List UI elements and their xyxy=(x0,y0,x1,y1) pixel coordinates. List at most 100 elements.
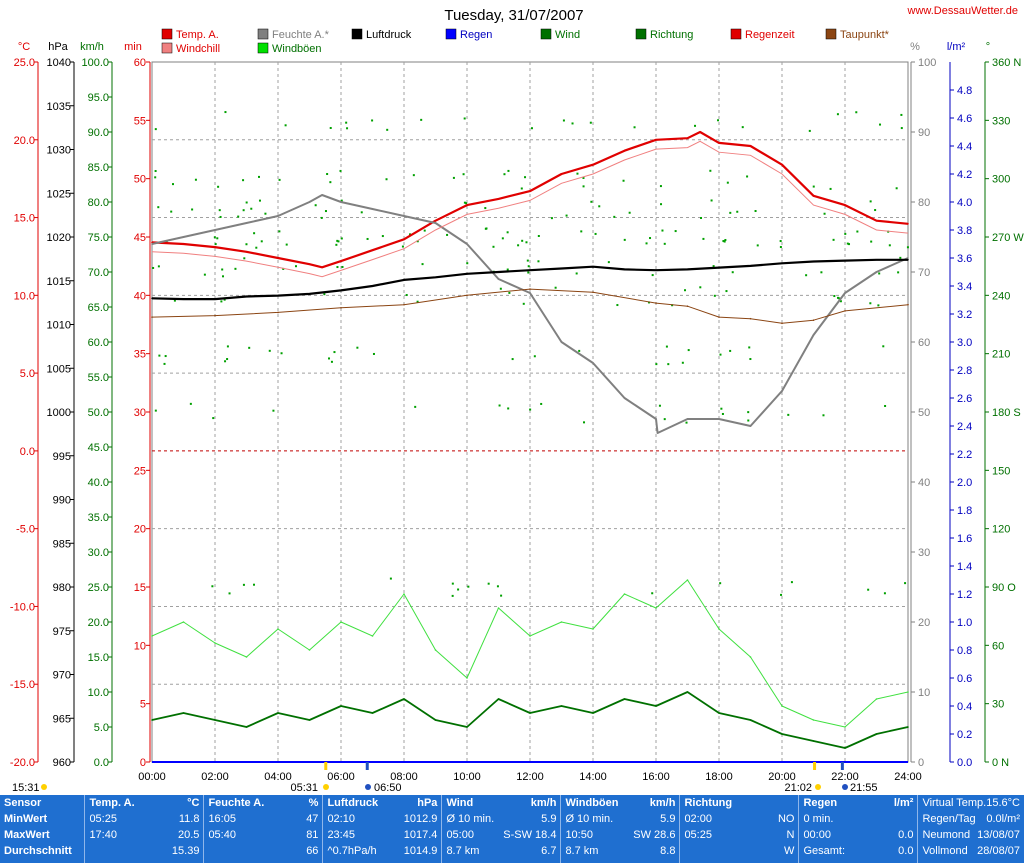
direction-dot xyxy=(582,176,585,179)
speed-axis-label: 55.0 xyxy=(88,372,109,384)
direction-dot xyxy=(405,294,408,297)
rain-axis-label: 3.8 xyxy=(957,225,972,237)
cell-value: S-SW 18.4 xyxy=(503,829,557,841)
rain-axis-label: 1.0 xyxy=(957,617,972,629)
site-link[interactable]: www.DessauWetter.de xyxy=(907,5,1018,17)
data-point xyxy=(403,215,405,217)
direction-axis-label: 60 xyxy=(992,640,1004,652)
data-point xyxy=(151,243,153,245)
direction-dot xyxy=(268,349,271,352)
data-point xyxy=(812,319,815,322)
direction-dot xyxy=(189,402,192,405)
data-point xyxy=(749,145,752,147)
speed-unit: km/h xyxy=(80,41,104,53)
series-windchill xyxy=(151,140,909,278)
direction-dot xyxy=(571,122,574,125)
speed-axis-label: 95.0 xyxy=(88,92,109,104)
direction-dot xyxy=(272,409,275,412)
legend-label: Taupunkt* xyxy=(840,29,890,41)
data-point xyxy=(277,215,279,217)
direction-dot xyxy=(848,243,851,246)
cell-time: 8.7 km xyxy=(446,845,480,857)
column-header: Regen xyxy=(803,797,838,809)
direction-dot xyxy=(869,200,872,203)
data-point xyxy=(434,649,437,651)
direction-dot xyxy=(522,302,525,305)
cell-time: 23:45 xyxy=(327,829,355,841)
direction-dot xyxy=(420,118,423,121)
direction-dot xyxy=(720,407,723,410)
direction-dot xyxy=(897,271,900,274)
cell-time: Ø 10 min. xyxy=(446,813,495,825)
data-point xyxy=(560,341,563,343)
direction-dot xyxy=(836,113,839,116)
data-point xyxy=(151,719,153,721)
left-axes: 25.0 20.0 15.0 10.0 5.0 0.0 -5.0 -10.0 -15.0 -20.… xyxy=(10,57,151,769)
speed-axis-label: 15.0 xyxy=(88,652,109,664)
direction-dot xyxy=(633,126,636,129)
legend-swatch xyxy=(730,28,742,40)
direction-dot xyxy=(554,286,557,289)
stats-column: Richtung 02:00 NO 05:25 N W xyxy=(680,795,800,863)
direction-dot xyxy=(665,345,668,348)
direction-axis-label: 0 N xyxy=(992,757,1009,769)
cell-time: Gesamt: xyxy=(803,845,846,857)
cell-time: 17:40 xyxy=(89,829,117,841)
rain-axis-label: 1.6 xyxy=(957,533,972,545)
data-point xyxy=(718,316,720,318)
data-point xyxy=(151,241,153,244)
pressure-axis-label: 1040 xyxy=(47,57,71,69)
direction-dot xyxy=(212,417,215,420)
direction-dot xyxy=(724,238,727,241)
direction-dot xyxy=(836,296,839,299)
direction-dot xyxy=(878,272,881,275)
direction-dot xyxy=(900,127,903,130)
direction-dot xyxy=(756,244,759,247)
direction-dot xyxy=(487,582,490,585)
rain-axis-label: 0.0 xyxy=(957,757,972,769)
direction-dot xyxy=(628,211,631,214)
row-label-max: MaxWert xyxy=(4,829,50,841)
chart-title: Tuesday, 31/07/2007 xyxy=(444,7,583,24)
direction-dot xyxy=(257,175,260,178)
minutes-axis-label: 35 xyxy=(134,349,146,361)
data-point xyxy=(466,272,468,275)
legend-label: Windchill xyxy=(176,43,220,55)
direction-dot xyxy=(463,117,466,120)
direction-dot xyxy=(223,298,226,301)
minutes-axis-label: 25 xyxy=(134,465,146,477)
pressure-axis-label: 970 xyxy=(53,670,71,682)
direction-dot xyxy=(226,345,229,348)
direction-dot xyxy=(385,178,388,181)
direction-dot xyxy=(170,210,173,213)
percent-axis-label: 50 xyxy=(918,407,930,419)
data-point xyxy=(214,298,216,300)
direction-dot xyxy=(463,201,466,204)
direction-dot xyxy=(747,419,750,422)
rain-axis-label: 1.2 xyxy=(957,589,972,601)
cell-time: Ø 10 min. xyxy=(565,813,614,825)
extra-label: Vollmond xyxy=(922,845,968,857)
rain-axis-label: 1.8 xyxy=(957,505,972,517)
data-point xyxy=(214,314,216,317)
data-point xyxy=(812,260,815,263)
stats-column: Regen l/m² 0 min. 00:00 0.0 Gesamt: 0.0 xyxy=(799,795,919,863)
direction-dot xyxy=(869,302,872,305)
sun-icon xyxy=(323,784,329,790)
data-point xyxy=(151,316,153,318)
cell-time: 05:00 xyxy=(446,829,474,841)
data-point xyxy=(812,194,815,197)
direction-dot xyxy=(838,297,841,300)
direction-dot xyxy=(590,200,593,203)
data-point xyxy=(560,267,563,270)
direction-dot xyxy=(721,412,724,415)
direction-dot xyxy=(576,172,579,175)
rain-axis-label: 0.4 xyxy=(957,701,972,713)
pressure-axis-label: 965 xyxy=(53,713,71,725)
direction-dot xyxy=(457,588,460,591)
column-unit: % xyxy=(308,797,319,809)
direction-dot xyxy=(329,126,332,129)
direction-dot xyxy=(328,357,331,360)
direction-dot xyxy=(719,353,722,356)
rain-axis-label: 4.6 xyxy=(957,113,972,125)
